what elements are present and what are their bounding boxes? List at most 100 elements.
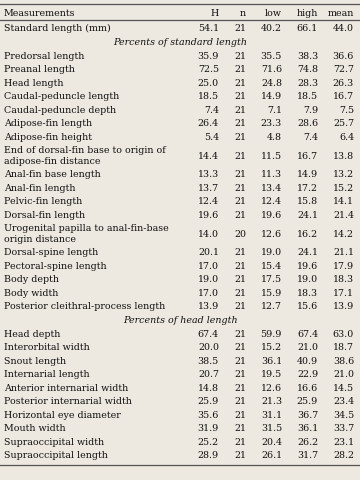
Text: 24.1: 24.1 xyxy=(297,211,318,220)
Text: 14.9: 14.9 xyxy=(297,170,318,180)
Text: 38.5: 38.5 xyxy=(198,357,219,366)
Text: 16.6: 16.6 xyxy=(297,384,318,393)
Text: 21: 21 xyxy=(234,106,246,115)
Text: 14.9: 14.9 xyxy=(261,92,282,101)
Text: 12.4: 12.4 xyxy=(198,197,219,206)
Text: 12.4: 12.4 xyxy=(261,197,282,206)
Text: 26.4: 26.4 xyxy=(198,120,219,128)
Text: 21: 21 xyxy=(234,79,246,88)
Text: 21: 21 xyxy=(234,397,246,407)
Text: 14.0: 14.0 xyxy=(198,229,219,239)
Text: 21: 21 xyxy=(234,92,246,101)
Text: 28.3: 28.3 xyxy=(297,79,318,88)
Text: 18.3: 18.3 xyxy=(333,276,354,284)
Text: 31.5: 31.5 xyxy=(261,424,282,433)
Text: 15.9: 15.9 xyxy=(261,289,282,298)
Text: 6.4: 6.4 xyxy=(339,133,354,142)
Text: 59.9: 59.9 xyxy=(261,330,282,339)
Text: 19.6: 19.6 xyxy=(261,211,282,220)
Text: Supraoccipital length: Supraoccipital length xyxy=(4,451,108,460)
Text: 13.9: 13.9 xyxy=(333,302,354,312)
Text: 17.0: 17.0 xyxy=(198,262,219,271)
Text: 21.1: 21.1 xyxy=(333,248,354,257)
Text: Caudal-peduncle length: Caudal-peduncle length xyxy=(4,92,119,101)
Text: 21: 21 xyxy=(234,384,246,393)
Text: 7.4: 7.4 xyxy=(204,106,219,115)
Text: 21: 21 xyxy=(234,357,246,366)
Text: 20: 20 xyxy=(234,229,246,239)
Text: Interorbital width: Interorbital width xyxy=(4,343,90,352)
Text: 35.9: 35.9 xyxy=(198,52,219,61)
Text: 4.8: 4.8 xyxy=(267,133,282,142)
Text: 33.7: 33.7 xyxy=(333,424,354,433)
Text: Pelvic-fin length: Pelvic-fin length xyxy=(4,197,82,206)
Text: 21.3: 21.3 xyxy=(261,397,282,407)
Text: 25.0: 25.0 xyxy=(198,79,219,88)
Text: Urogenital papilla to anal-fin-base: Urogenital papilla to anal-fin-base xyxy=(4,224,169,233)
Text: 13.8: 13.8 xyxy=(333,152,354,161)
Text: 19.6: 19.6 xyxy=(198,211,219,220)
Text: Pectoral-spine length: Pectoral-spine length xyxy=(4,262,107,271)
Text: 15.4: 15.4 xyxy=(261,262,282,271)
Text: 16.7: 16.7 xyxy=(297,152,318,161)
Text: Standard length (mm): Standard length (mm) xyxy=(4,24,111,34)
Text: 21: 21 xyxy=(234,438,246,447)
Text: 21: 21 xyxy=(234,211,246,220)
Text: 40.9: 40.9 xyxy=(297,357,318,366)
Text: 21: 21 xyxy=(234,184,246,193)
Text: low: low xyxy=(265,9,282,18)
Text: mean: mean xyxy=(328,9,354,18)
Text: 31.9: 31.9 xyxy=(198,424,219,433)
Text: Mouth width: Mouth width xyxy=(4,424,66,433)
Text: Predorsal length: Predorsal length xyxy=(4,52,84,61)
Text: Anal-fin base length: Anal-fin base length xyxy=(4,170,101,180)
Text: 21: 21 xyxy=(234,371,246,379)
Text: 20.0: 20.0 xyxy=(198,343,219,352)
Text: n: n xyxy=(240,9,246,18)
Text: 13.9: 13.9 xyxy=(198,302,219,312)
Text: 15.2: 15.2 xyxy=(333,184,354,193)
Text: 17.5: 17.5 xyxy=(261,276,282,284)
Text: 17.2: 17.2 xyxy=(297,184,318,193)
Text: 7.9: 7.9 xyxy=(303,106,318,115)
Text: 14.1: 14.1 xyxy=(333,197,354,206)
Text: Preanal length: Preanal length xyxy=(4,65,75,74)
Text: 14.8: 14.8 xyxy=(198,384,219,393)
Text: 17.0: 17.0 xyxy=(198,289,219,298)
Text: 67.4: 67.4 xyxy=(297,330,318,339)
Text: Posterior internarial width: Posterior internarial width xyxy=(4,397,132,407)
Text: Adipose-fin height: Adipose-fin height xyxy=(4,133,92,142)
Text: Head depth: Head depth xyxy=(4,330,60,339)
Text: 12.6: 12.6 xyxy=(261,229,282,239)
Text: 25.9: 25.9 xyxy=(297,397,318,407)
Text: 40.2: 40.2 xyxy=(261,24,282,34)
Text: 20.7: 20.7 xyxy=(198,371,219,379)
Text: 21: 21 xyxy=(234,248,246,257)
Text: Dorsal-spine length: Dorsal-spine length xyxy=(4,248,98,257)
Text: 35.5: 35.5 xyxy=(261,52,282,61)
Text: 35.6: 35.6 xyxy=(198,411,219,420)
Text: 11.3: 11.3 xyxy=(261,170,282,180)
Text: 7.5: 7.5 xyxy=(339,106,354,115)
Text: H: H xyxy=(211,9,219,18)
Text: 24.1: 24.1 xyxy=(297,248,318,257)
Text: 21: 21 xyxy=(234,152,246,161)
Text: 11.5: 11.5 xyxy=(261,152,282,161)
Text: 21: 21 xyxy=(234,24,246,34)
Text: 21: 21 xyxy=(234,52,246,61)
Text: Posterior cleithral-process length: Posterior cleithral-process length xyxy=(4,302,165,312)
Text: 21: 21 xyxy=(234,120,246,128)
Text: 24.8: 24.8 xyxy=(261,79,282,88)
Text: 26.2: 26.2 xyxy=(297,438,318,447)
Text: 26.3: 26.3 xyxy=(333,79,354,88)
Text: 34.5: 34.5 xyxy=(333,411,354,420)
Text: Anterior internarial width: Anterior internarial width xyxy=(4,384,128,393)
Text: 28.2: 28.2 xyxy=(333,451,354,460)
Text: 72.5: 72.5 xyxy=(198,65,219,74)
Text: 38.6: 38.6 xyxy=(333,357,354,366)
Text: Body depth: Body depth xyxy=(4,276,59,284)
Text: 38.3: 38.3 xyxy=(297,52,318,61)
Text: 54.1: 54.1 xyxy=(198,24,219,34)
Text: 21: 21 xyxy=(234,302,246,312)
Text: 44.0: 44.0 xyxy=(333,24,354,34)
